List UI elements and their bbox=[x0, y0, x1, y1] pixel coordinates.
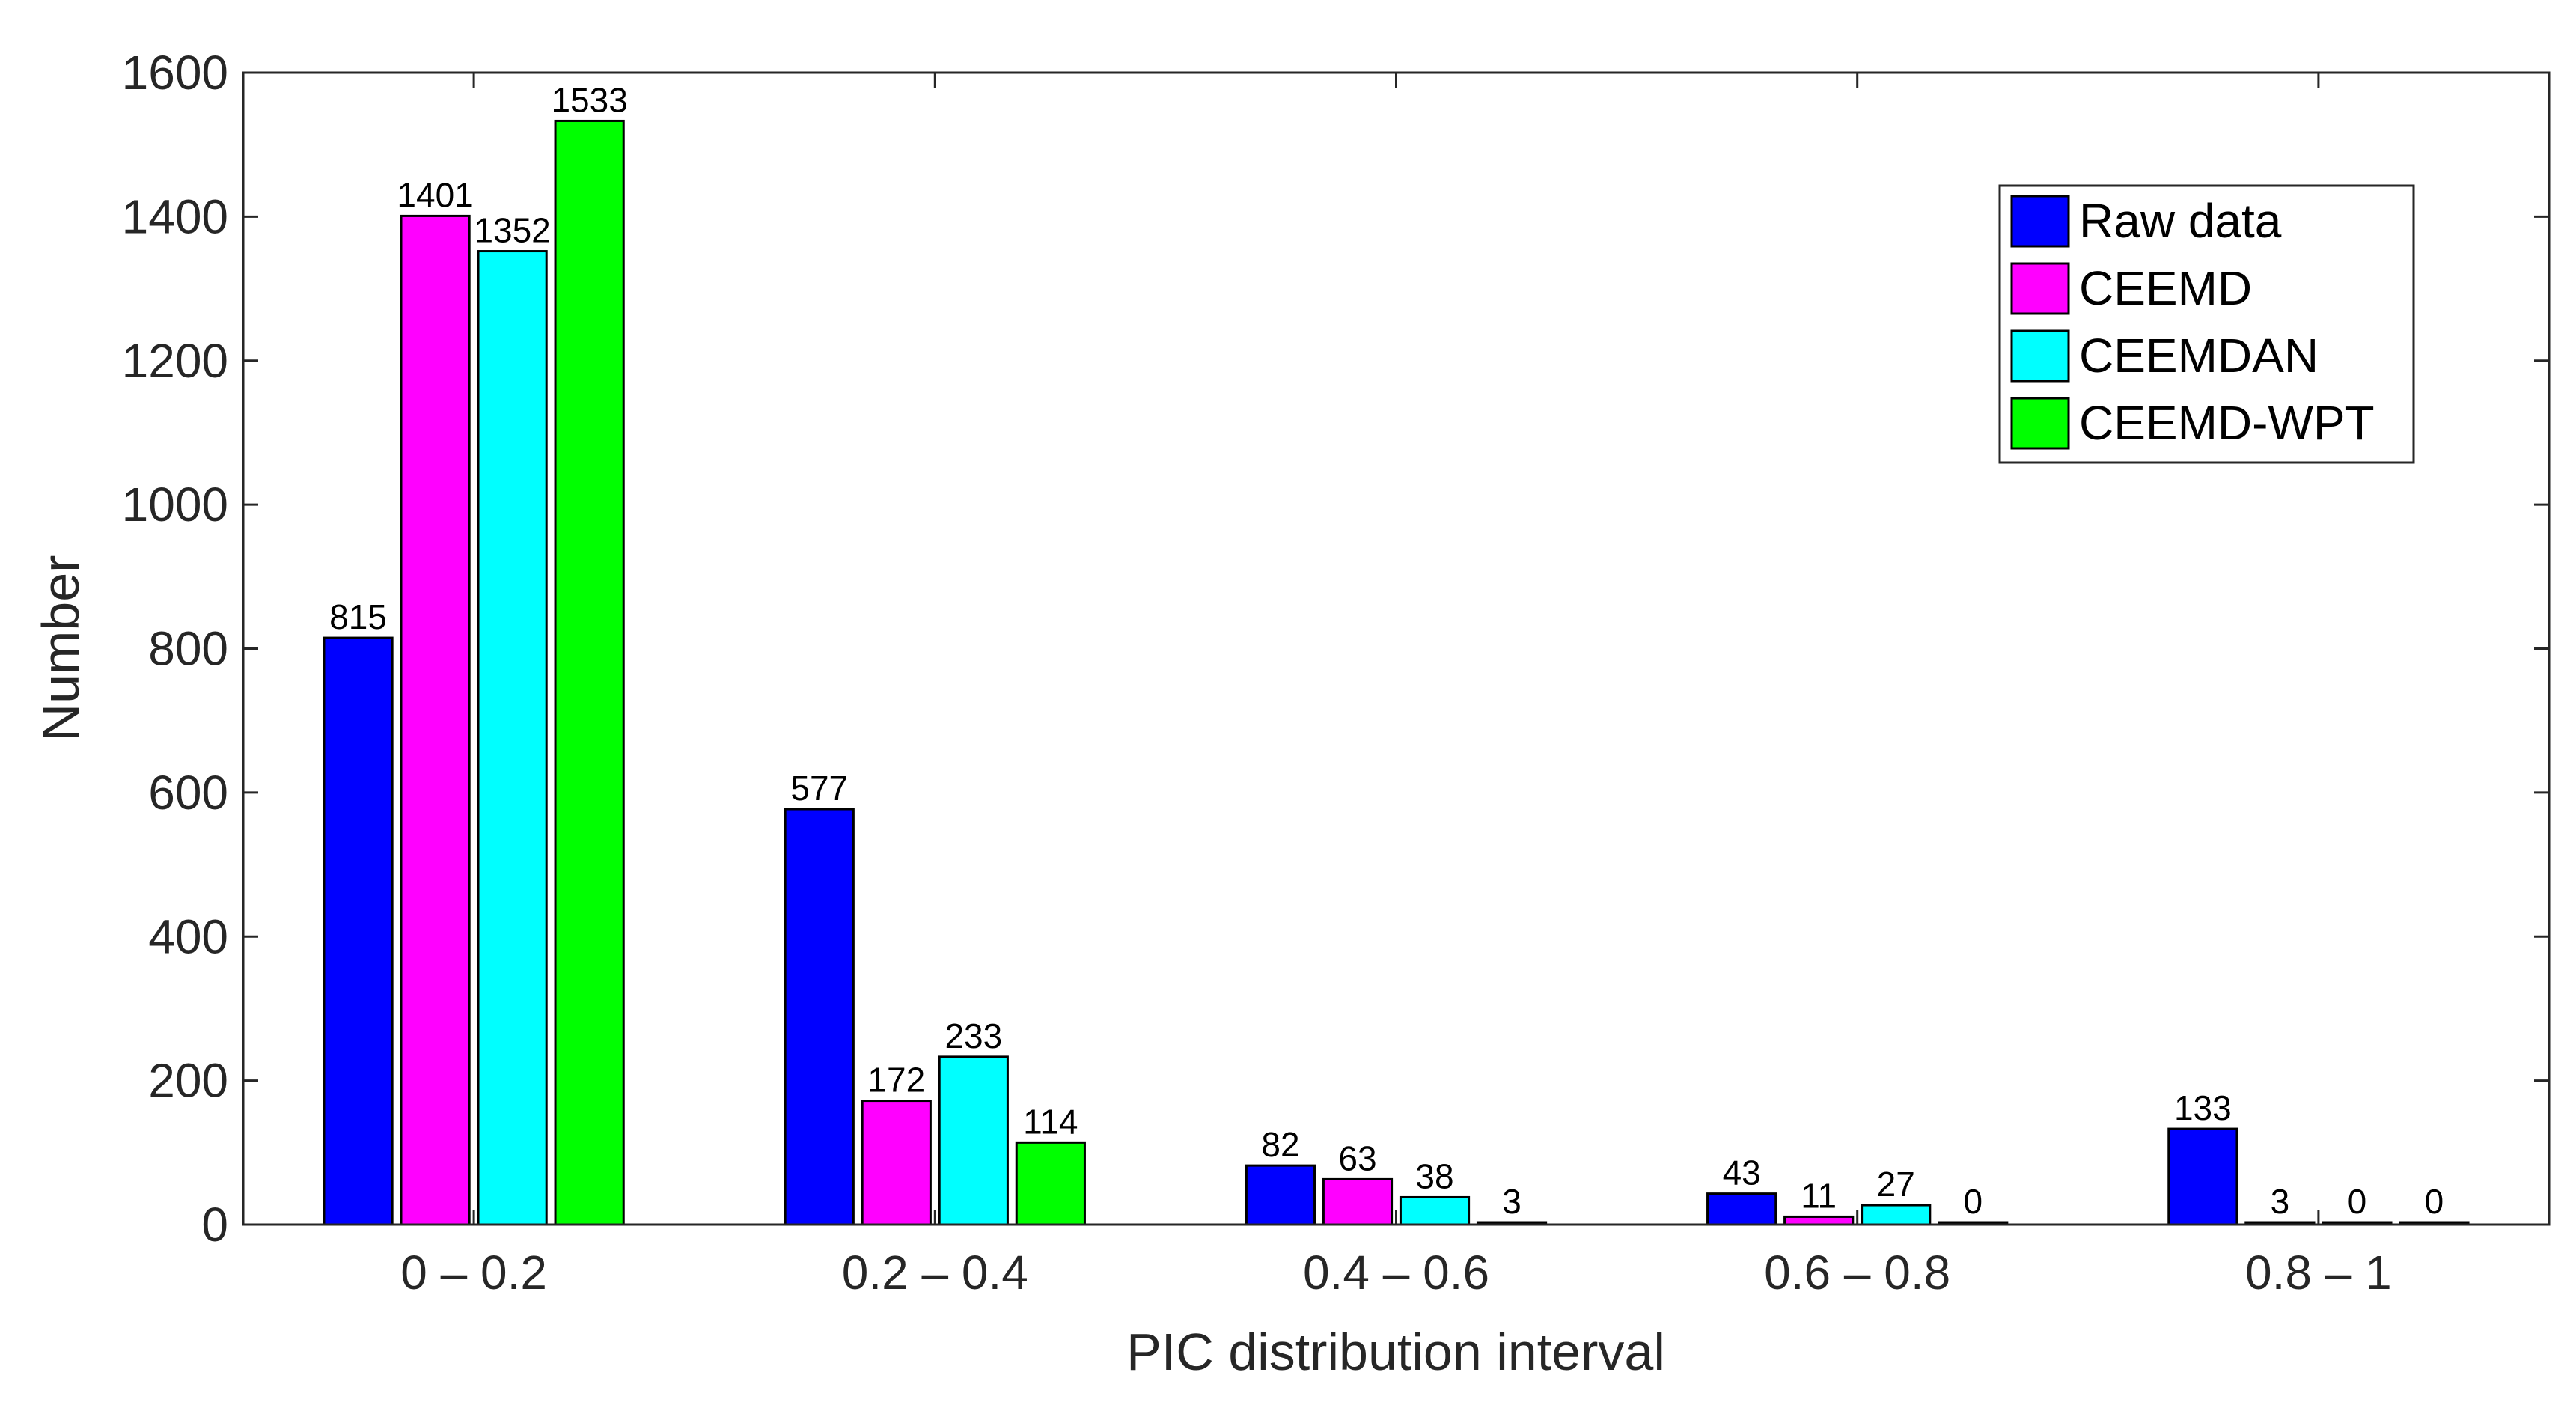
bar bbox=[1399, 1195, 1471, 1226]
y-tick-label: 1400 bbox=[122, 189, 228, 243]
bar-value-label: 1352 bbox=[474, 211, 550, 250]
y-tick-label: 600 bbox=[148, 766, 228, 820]
bar bbox=[400, 214, 471, 1226]
y-tick-label: 1000 bbox=[122, 478, 228, 531]
y-tick-label: 800 bbox=[148, 622, 228, 676]
bar-value-label: 233 bbox=[944, 1017, 1002, 1055]
x-axis-title: PIC distribution interval bbox=[1126, 1323, 1665, 1381]
bar bbox=[554, 119, 625, 1226]
x-tick-label: 0.4 – 0.6 bbox=[1303, 1246, 1489, 1299]
bar-value-label: 3 bbox=[1502, 1182, 1522, 1221]
bar-value-label: 0 bbox=[2425, 1182, 2444, 1221]
bar bbox=[1783, 1215, 1855, 1226]
legend-label: CEEMD bbox=[2079, 261, 2252, 315]
y-tick-label: 400 bbox=[148, 909, 228, 963]
legend-swatch bbox=[2010, 195, 2070, 248]
legend-swatch bbox=[2010, 329, 2070, 383]
bar bbox=[1706, 1192, 1777, 1226]
y-axis-title: Number bbox=[31, 555, 90, 742]
bar bbox=[1015, 1141, 1086, 1226]
legend-label: CEEMD-WPT bbox=[2079, 396, 2375, 450]
x-tick-label: 0.2 – 0.4 bbox=[842, 1246, 1028, 1299]
legend-label: CEEMDAN bbox=[2079, 329, 2319, 383]
bar bbox=[1322, 1177, 1394, 1226]
bar bbox=[861, 1100, 932, 1226]
bar-value-label: 0 bbox=[1963, 1182, 1983, 1221]
legend-swatch bbox=[2010, 262, 2070, 315]
bar-value-label: 38 bbox=[1415, 1156, 1453, 1195]
bar bbox=[1245, 1164, 1316, 1226]
bar-value-label: 11 bbox=[1801, 1176, 1837, 1215]
bar-value-label: 43 bbox=[1723, 1153, 1761, 1192]
y-tick-label: 1200 bbox=[122, 334, 228, 388]
y-tick-label: 200 bbox=[148, 1054, 228, 1108]
bar-value-label: 114 bbox=[1023, 1102, 1078, 1141]
bar-value-label: 63 bbox=[1338, 1139, 1376, 1177]
bar-value-label: 82 bbox=[1261, 1125, 1299, 1164]
bar bbox=[784, 808, 855, 1226]
bar bbox=[477, 250, 548, 1226]
x-tick-label: 0 – 0.2 bbox=[400, 1246, 547, 1299]
legend-swatch bbox=[2010, 397, 2070, 450]
bar-value-label: 815 bbox=[329, 597, 387, 636]
legend: Raw data CEEMD CEEMDAN CEEMD-WPT bbox=[1998, 184, 2415, 464]
bar-value-label: 1533 bbox=[551, 80, 627, 119]
plot-area-frame bbox=[242, 71, 2551, 1226]
x-tick-label: 0.8 – 1 bbox=[2245, 1246, 2392, 1299]
bar-value-label: 577 bbox=[790, 769, 848, 808]
plot-marks: 0 200 400 600 800 1000 1200 1400 1600 0 – 0.2 815 1… bbox=[122, 46, 2549, 1299]
x-tick-label: 0.6 – 0.8 bbox=[1764, 1246, 1950, 1299]
bar bbox=[323, 636, 394, 1226]
bar-value-label: 27 bbox=[1877, 1165, 1915, 1204]
bar-value-label: 172 bbox=[867, 1061, 925, 1100]
y-tick-label: 1600 bbox=[122, 46, 228, 100]
bar-value-label: 1401 bbox=[397, 175, 473, 214]
bar bbox=[938, 1055, 1009, 1226]
bar bbox=[1861, 1204, 1932, 1226]
bar bbox=[2167, 1127, 2238, 1226]
y-tick-label: 0 bbox=[201, 1198, 228, 1252]
bar-value-label: 0 bbox=[2348, 1182, 2367, 1221]
bar-value-label: 133 bbox=[2174, 1088, 2232, 1127]
legend-label: Raw data bbox=[2079, 194, 2282, 248]
bar-value-label: 3 bbox=[2271, 1182, 2290, 1221]
